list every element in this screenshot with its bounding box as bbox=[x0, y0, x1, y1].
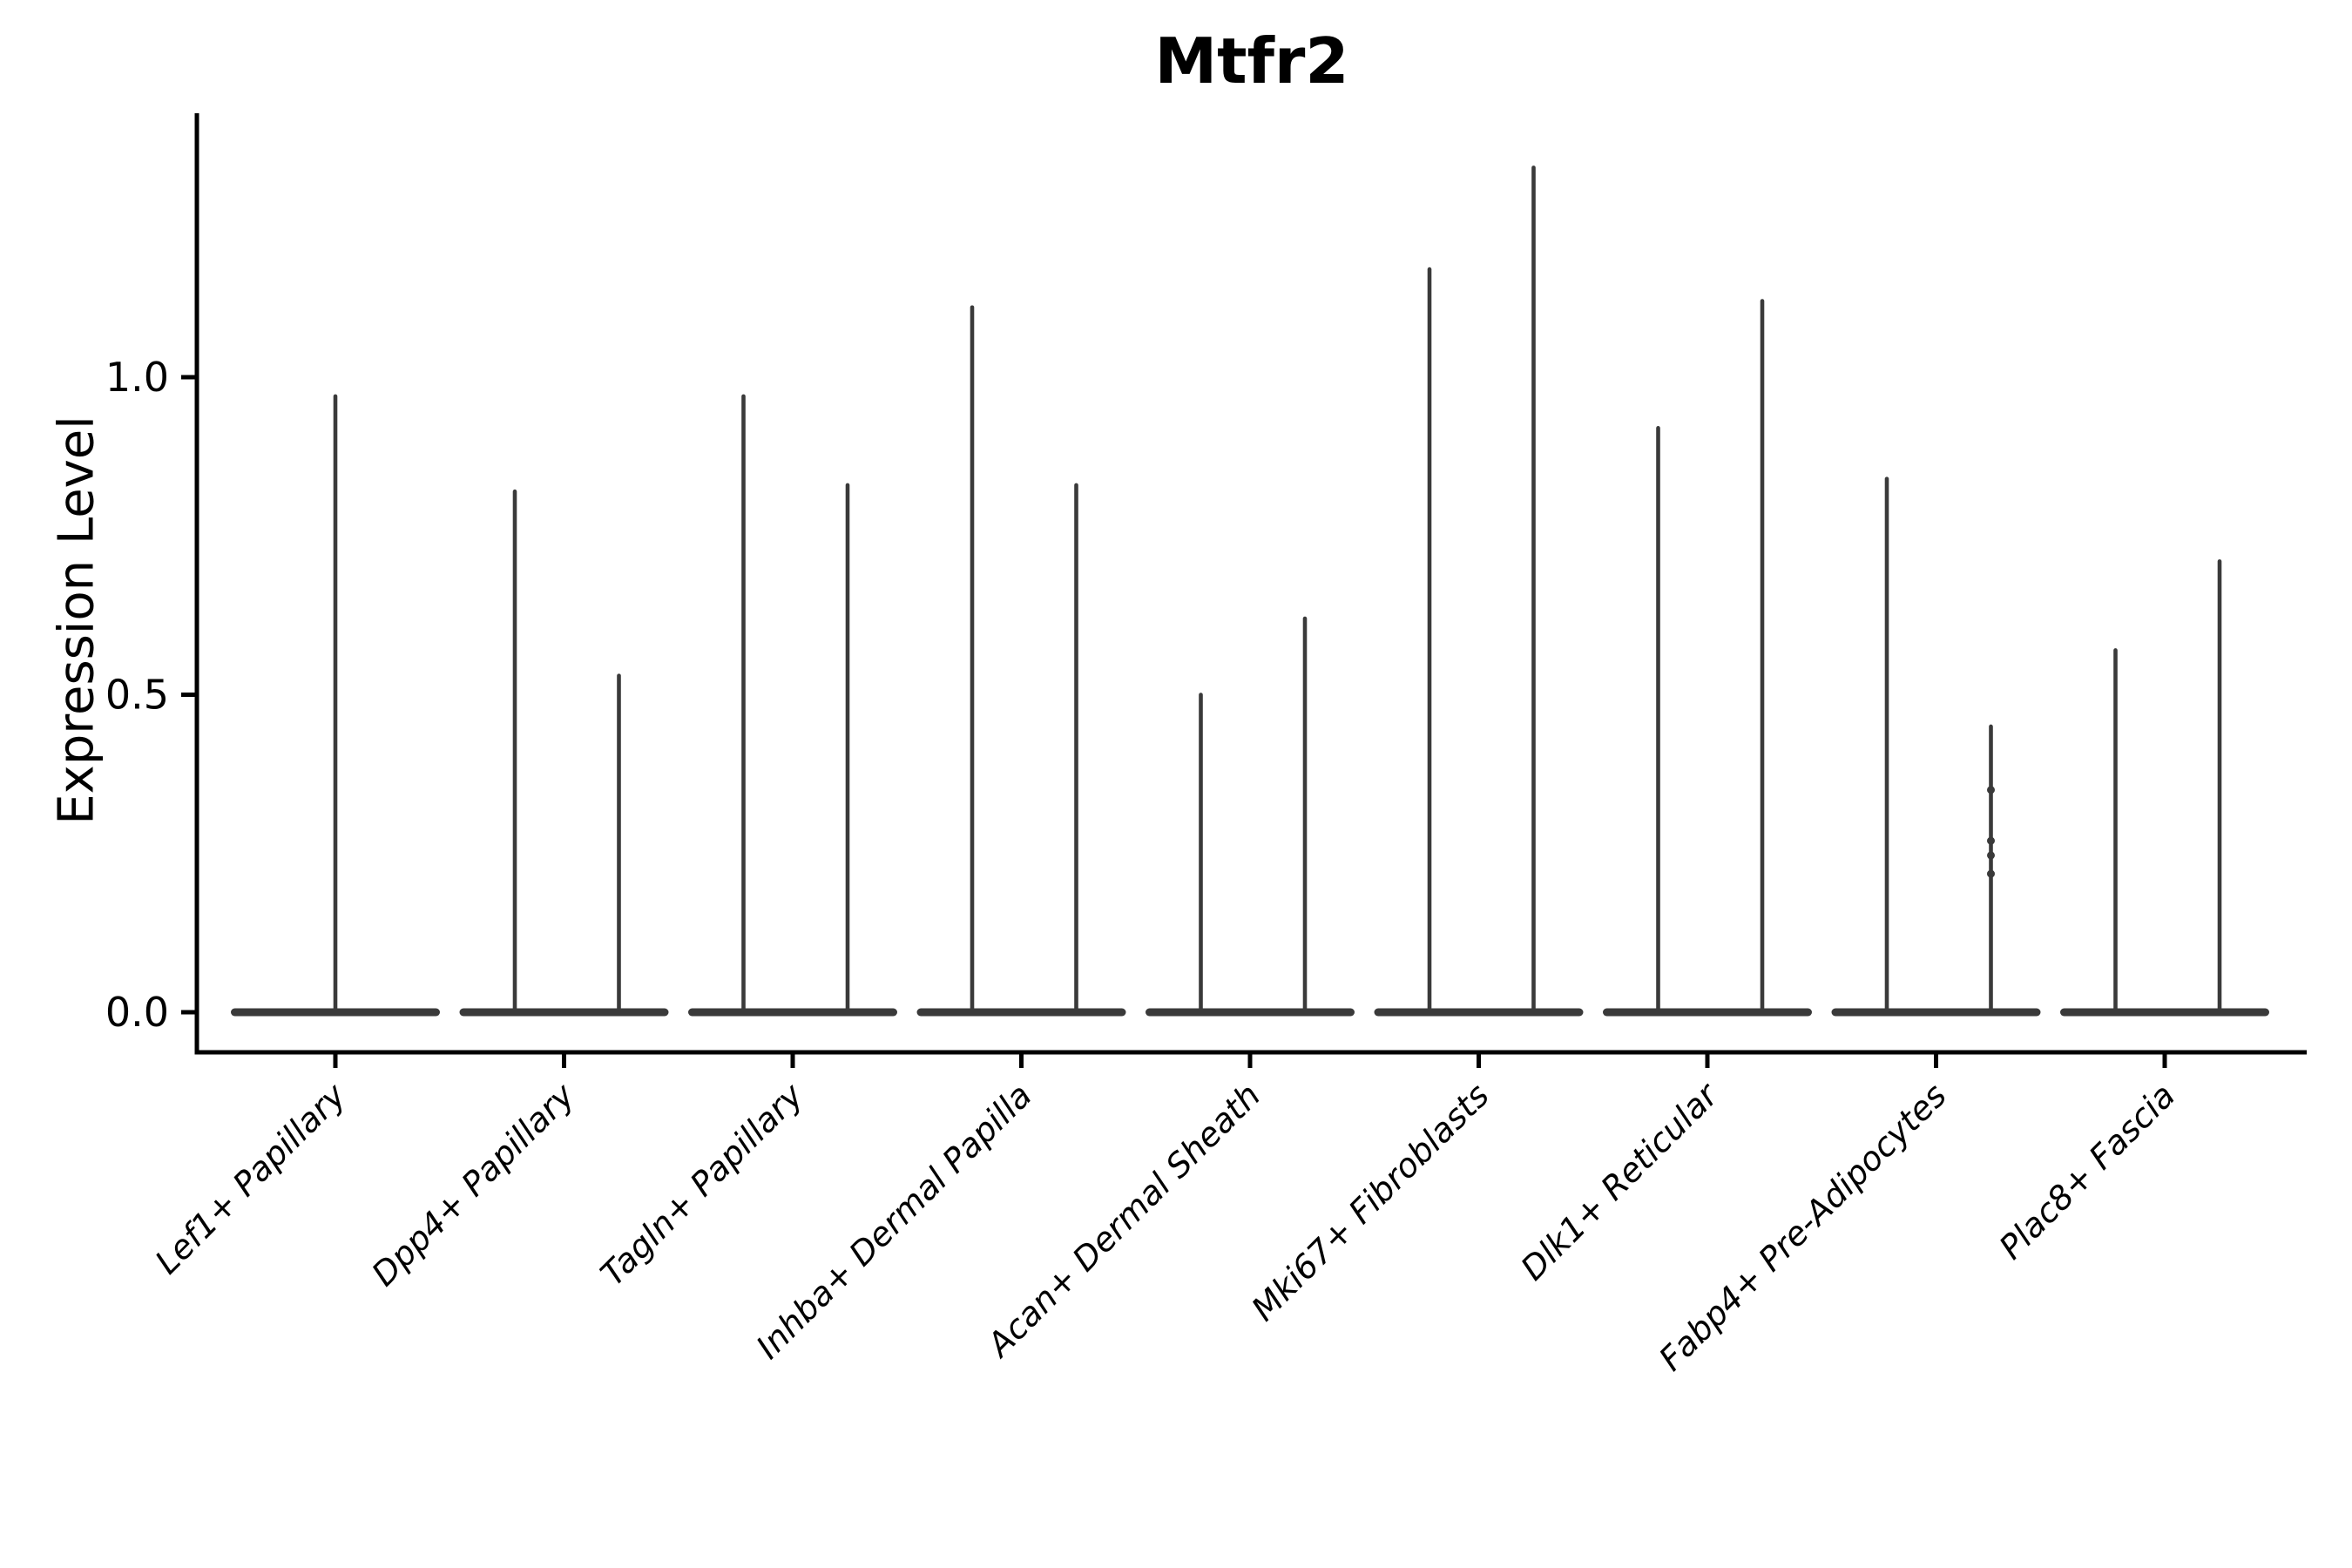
violin-knot bbox=[1987, 869, 1995, 878]
y-tick-label: 0.0 bbox=[105, 989, 169, 1036]
violin-baseline bbox=[1374, 1008, 1584, 1017]
x-category-label: Mki67+ Fibroblasts bbox=[1244, 1076, 1497, 1328]
violin-baseline bbox=[1831, 1008, 2041, 1017]
violin-knot bbox=[1987, 836, 1995, 845]
y-tick-label: 0.5 bbox=[105, 672, 169, 719]
y-tick-label: 1.0 bbox=[105, 354, 169, 401]
x-category-label: Plac8+ Fascia bbox=[1992, 1076, 2183, 1267]
violin-baseline bbox=[459, 1008, 669, 1017]
x-category-label: Lef1+ Papillary bbox=[148, 1076, 354, 1281]
violin-baseline bbox=[688, 1008, 897, 1017]
chart-title: Mtfr2 bbox=[1154, 24, 1349, 98]
violin-baseline bbox=[1603, 1008, 1812, 1017]
violin-knot bbox=[1987, 786, 1995, 794]
x-category-label: Dpp4+ Papillary bbox=[364, 1076, 582, 1294]
violin-knot bbox=[1987, 851, 1995, 860]
violin-baseline bbox=[916, 1008, 1126, 1017]
violin-baseline bbox=[2060, 1008, 2269, 1017]
x-category-label: Tagln+ Papillary bbox=[593, 1076, 811, 1294]
x-category-label: Dlk1+ Reticular bbox=[1513, 1075, 1727, 1288]
violin-baseline bbox=[1146, 1008, 1355, 1017]
